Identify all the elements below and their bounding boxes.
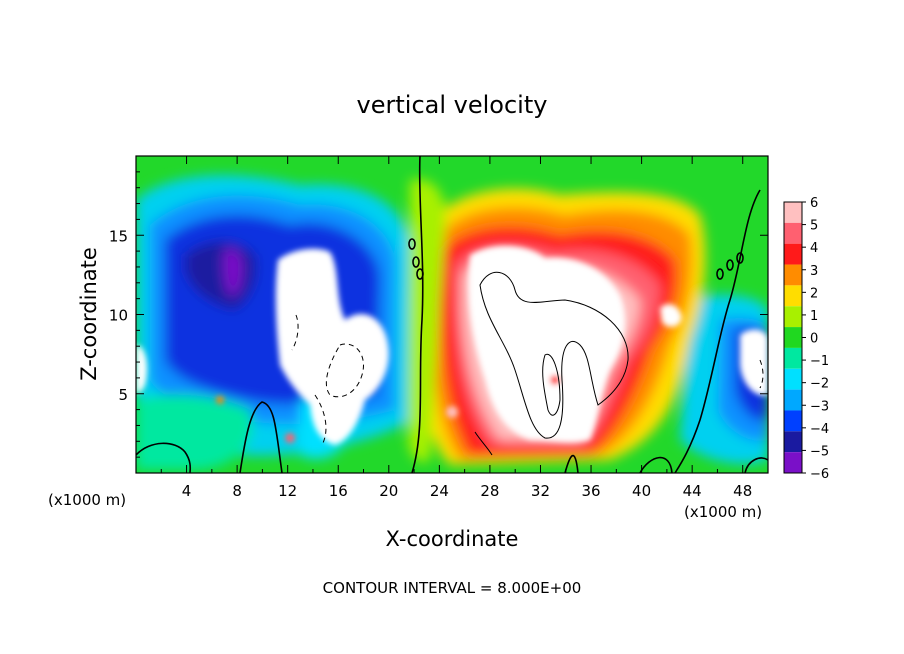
colorbar-swatch bbox=[784, 306, 802, 328]
x-tick-label: 12 bbox=[278, 482, 297, 500]
colorbar-label: 3 bbox=[810, 264, 818, 279]
colorbar-label: 1 bbox=[810, 309, 818, 324]
x-tick-label: 8 bbox=[232, 482, 242, 500]
colorbar-label: 0 bbox=[810, 332, 818, 347]
colorbar-swatch bbox=[784, 264, 802, 286]
x-tick-label: 40 bbox=[632, 482, 651, 500]
colorbar-swatch bbox=[784, 431, 802, 453]
x-tick-label: 4 bbox=[182, 482, 192, 500]
colorbar-label: 2 bbox=[810, 286, 818, 301]
x-tick-label: 32 bbox=[531, 482, 550, 500]
colorbar-label: −3 bbox=[810, 399, 829, 414]
colorbar-label: 4 bbox=[810, 241, 818, 256]
colorbar-swatch bbox=[784, 222, 802, 244]
x-tick-label: 28 bbox=[480, 482, 499, 500]
y-tick-label: 5 bbox=[118, 386, 128, 404]
x-axis: 4 8 12 16 20 24 28 32 36 40 44 48 bbox=[160, 156, 752, 500]
colorbar-swatch bbox=[784, 410, 802, 432]
colorbar-swatch bbox=[784, 243, 802, 265]
colorbar-label: −5 bbox=[810, 444, 829, 459]
colorbar: 6 5 4 3 2 1 0 −1 −2 −3 −4 −5 −6 bbox=[783, 196, 829, 482]
y-tick-label: 15 bbox=[109, 227, 128, 245]
x-unit-label-right: (x1000 m) bbox=[684, 503, 762, 521]
colorbar-label: 6 bbox=[810, 196, 818, 211]
colorbar-swatch bbox=[784, 368, 802, 390]
colorbar-swatch bbox=[784, 389, 802, 411]
x-tick-label: 36 bbox=[581, 482, 600, 500]
colorbar-swatch bbox=[784, 285, 802, 307]
colorbar-swatch bbox=[784, 452, 802, 473]
x-tick-label: 24 bbox=[430, 482, 449, 500]
x-unit-label-left: (x1000 m) bbox=[48, 491, 126, 509]
contour-interval-note: CONTOUR INTERVAL = 8.000E+00 bbox=[323, 579, 582, 597]
heatmap-field bbox=[136, 156, 768, 473]
colorbar-label: −6 bbox=[810, 467, 829, 482]
x-tick-label: 20 bbox=[379, 482, 398, 500]
x-tick-label: 16 bbox=[329, 482, 348, 500]
colorbar-swatch bbox=[784, 327, 802, 348]
colorbar-swatch bbox=[784, 347, 802, 369]
colorbar-label: −1 bbox=[810, 354, 829, 369]
colorbar-swatch bbox=[784, 202, 802, 223]
colorbar-label: 5 bbox=[810, 219, 818, 234]
x-tick-label: 48 bbox=[733, 482, 752, 500]
x-tick-label: 44 bbox=[683, 482, 702, 500]
y-axis-label: Z-coordinate bbox=[77, 247, 101, 381]
y-tick-label: 10 bbox=[109, 307, 128, 325]
colorbar-label: −4 bbox=[810, 422, 829, 437]
colorbar-label: −2 bbox=[810, 377, 829, 392]
chart-title: vertical velocity bbox=[357, 91, 548, 119]
x-axis-label: X-coordinate bbox=[386, 527, 519, 551]
y-axis: 5 10 15 bbox=[109, 171, 768, 458]
